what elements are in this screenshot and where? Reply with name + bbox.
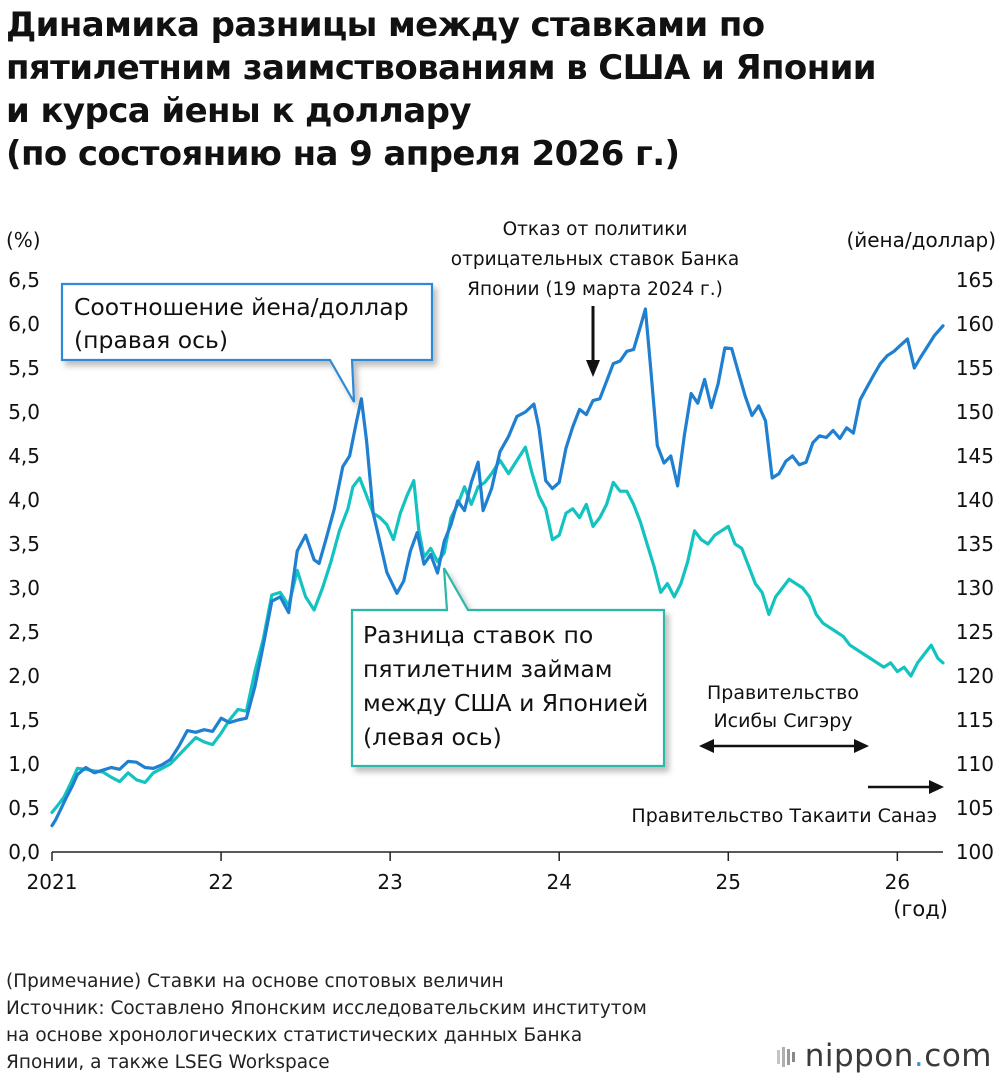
right-axis-tick-label: 140 [956, 488, 994, 512]
takaichi-annotation: Правительство Такаити Санаэ [631, 805, 937, 827]
footnote-line: Источник: Составлено Японским исследоват… [6, 998, 647, 1019]
title-line: и курса йены к доллару [6, 91, 472, 131]
yen-callout [60, 282, 434, 403]
logo-dot: . [913, 1038, 925, 1074]
spread-callout-line: пятилетним займам [363, 655, 613, 683]
right-axis-tick-label: 120 [956, 664, 994, 688]
annotation-line: Правительство [707, 682, 859, 704]
right-axis: 100 105 110 115 120 125 130 135 140 145 150 155 160 1… [956, 268, 994, 864]
left-axis-tick-label: 6,5 [8, 268, 40, 292]
series-line-rate-spread [50, 445, 945, 814]
left-axis-tick-label: 3,0 [8, 576, 40, 600]
right-axis-tick-label: 130 [956, 576, 994, 600]
x-axis-tick-label: 23 [377, 870, 402, 894]
footnote-line: (Примечание) Ставки на основе спотовых в… [6, 971, 504, 992]
logo-mark-icon [776, 1047, 795, 1067]
left-axis: 0,0 0,5 1,0 1,5 2,0 2,5 3,0 3,5 4,0 4,5 5,0 5,5 6,0 6… [8, 268, 40, 864]
right-axis-tick-label: 115 [956, 708, 994, 732]
spread-callout-line: Разница ставок по [363, 621, 593, 649]
title-line: (по состоянию на 9 апреля 2026 г.) [6, 134, 680, 174]
left-axis-tick-label: 1,0 [8, 752, 40, 776]
annotation-line: Японии (19 марта 2024 г.) [467, 279, 723, 300]
annotation-line: Отказ от политики [503, 219, 688, 240]
left-axis-tick-label: 3,5 [8, 532, 40, 556]
right-axis-tick-label: 165 [956, 268, 994, 292]
annotation-line: отрицательных ставок Банка [451, 249, 739, 270]
takaichi-period-arrow [868, 780, 944, 794]
x-axis-unit-label: (год) [893, 897, 948, 921]
title-line: пятилетним заимствованиям в США и Японии [6, 48, 877, 88]
nippon-logo: nippon.com [776, 1038, 992, 1074]
left-axis-tick-label: 4,5 [8, 444, 40, 468]
footnote-line: Японии, а также LSEG Workspace [6, 1052, 330, 1073]
annotation-line: Исибы Сигэру [713, 710, 852, 732]
right-axis-tick-label: 135 [956, 532, 994, 556]
ishiba-annotation: Правительство Исибы Сигэру [707, 682, 859, 732]
spread-callout [350, 567, 666, 768]
right-axis-tick-label: 110 [956, 752, 994, 776]
left-axis-tick-label: 1,5 [8, 708, 40, 732]
x-axis-tick-label: 2021 [27, 870, 78, 894]
footnotes: (Примечание) Ставки на основе спотовых в… [6, 968, 766, 1076]
right-axis-tick-label: 125 [956, 620, 994, 644]
footnote-line: на основе хронологических статистических… [6, 1025, 583, 1046]
chart-title: Динамика разницы между ставками по пятил… [6, 4, 996, 176]
boj-annotation: Отказ от политики отрицательных ставок Б… [451, 219, 739, 300]
left-axis-tick-label: 2,0 [8, 664, 40, 688]
yen-callout-line: (правая ось) [74, 326, 228, 354]
x-axis-tick-label: 25 [716, 870, 741, 894]
yen-callout-line: Соотношение йена/доллар [74, 293, 409, 321]
left-axis-unit-label: (%) [6, 228, 41, 252]
spread-callout-line: (левая ось) [363, 723, 502, 751]
series-line-yen-dollar [50, 307, 945, 828]
left-axis-tick-label: 6,0 [8, 312, 40, 336]
right-axis-tick-label: 105 [956, 796, 994, 820]
left-axis-tick-label: 0,5 [8, 796, 40, 820]
right-axis-tick-label: 145 [956, 444, 994, 468]
left-axis-tick-label: 4,0 [8, 488, 40, 512]
x-axis-tick-label: 24 [546, 870, 571, 894]
right-axis-tick-label: 160 [956, 312, 994, 336]
x-axis-tick-label: 22 [208, 870, 233, 894]
right-axis-tick-label: 150 [956, 400, 994, 424]
left-axis-tick-label: 5,0 [8, 400, 40, 424]
logo-suffix: com [924, 1038, 992, 1074]
x-axis: 2021 22 23 24 25 26 [27, 852, 910, 894]
left-axis-tick-label: 0,0 [8, 840, 40, 864]
boj-arrow [586, 306, 600, 377]
x-axis-tick-label: 26 [885, 870, 910, 894]
ishiba-period-arrow [699, 739, 869, 753]
right-axis-unit-label: (йена/доллар) [846, 228, 996, 252]
spread-callout-line: между США и Японией [363, 689, 648, 717]
left-axis-tick-label: 5,5 [8, 356, 40, 380]
right-axis-tick-label: 100 [956, 840, 994, 864]
left-axis-tick-label: 2,5 [8, 620, 40, 644]
logo-name: nippon [804, 1038, 914, 1074]
right-axis-tick-label: 155 [956, 356, 994, 380]
title-line: Динамика разницы между ставками по [6, 5, 765, 45]
